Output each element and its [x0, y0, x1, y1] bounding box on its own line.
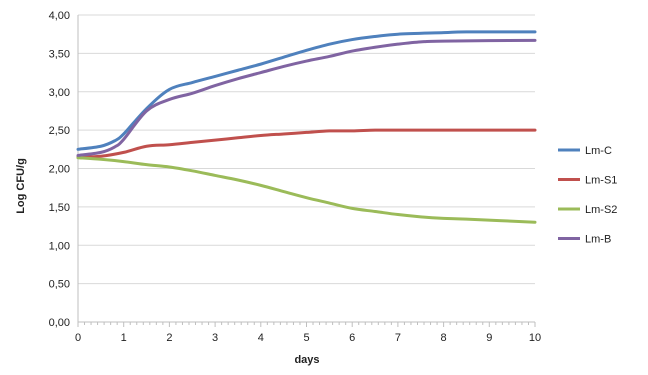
x-tick-label: 5 — [303, 332, 309, 344]
x-axis-label: days — [294, 354, 319, 366]
legend-label: Lm-S2 — [585, 204, 617, 216]
y-axis-label: Log CFU/g — [15, 158, 27, 214]
series-line-lm-c — [76, 30, 537, 151]
legend-label: Lm-B — [585, 234, 611, 246]
y-tick-label: 0,50 — [49, 279, 70, 291]
x-tick-label: 3 — [212, 332, 218, 344]
y-tick-label: 3,00 — [49, 87, 70, 99]
series-line-lm-b — [76, 38, 537, 157]
x-tick-label: 2 — [166, 332, 172, 344]
gridlines — [78, 14, 535, 285]
x-tick-label: 1 — [121, 332, 127, 344]
legend-item: Lm-C — [558, 145, 612, 157]
x-tick-label: 4 — [258, 332, 264, 344]
series-lines — [76, 30, 537, 224]
x-tick-label: 10 — [529, 332, 541, 344]
legend-label: Lm-C — [585, 145, 612, 157]
y-tick-label: 0,00 — [49, 317, 70, 329]
x-tick-label: 6 — [349, 332, 355, 344]
legend-item: Lm-B — [558, 234, 611, 246]
y-tick-labels: 0,00 0,50 1,00 1,50 2,00 2,50 3,00 3,50 4,00 — [49, 10, 70, 329]
x-tick-label: 0 — [75, 332, 81, 344]
legend-label: Lm-S1 — [585, 175, 617, 187]
y-tick-label: 1,50 — [49, 202, 70, 214]
legend-item: Lm-S1 — [558, 175, 617, 187]
y-tick-label: 1,00 — [49, 240, 70, 252]
x-tick-label: 7 — [395, 332, 401, 344]
axes — [77, 15, 536, 327]
series-line-lm-s1 — [76, 128, 537, 159]
legend-item: Lm-S2 — [558, 204, 617, 216]
x-tick-label: 8 — [441, 332, 447, 344]
legend: Lm-C Lm-S1 Lm-S2 Lm-B — [558, 145, 617, 246]
x-tick-labels: 0 1 2 3 4 5 6 7 8 9 10 — [75, 332, 541, 344]
y-tick-label: 2,00 — [49, 164, 70, 176]
y-tick-label: 3,50 — [49, 48, 70, 60]
series-line-lm-s2 — [76, 156, 537, 224]
x-tick-label: 9 — [486, 332, 492, 344]
y-tick-label: 2,50 — [49, 125, 70, 137]
y-tick-label: 4,00 — [49, 10, 70, 22]
